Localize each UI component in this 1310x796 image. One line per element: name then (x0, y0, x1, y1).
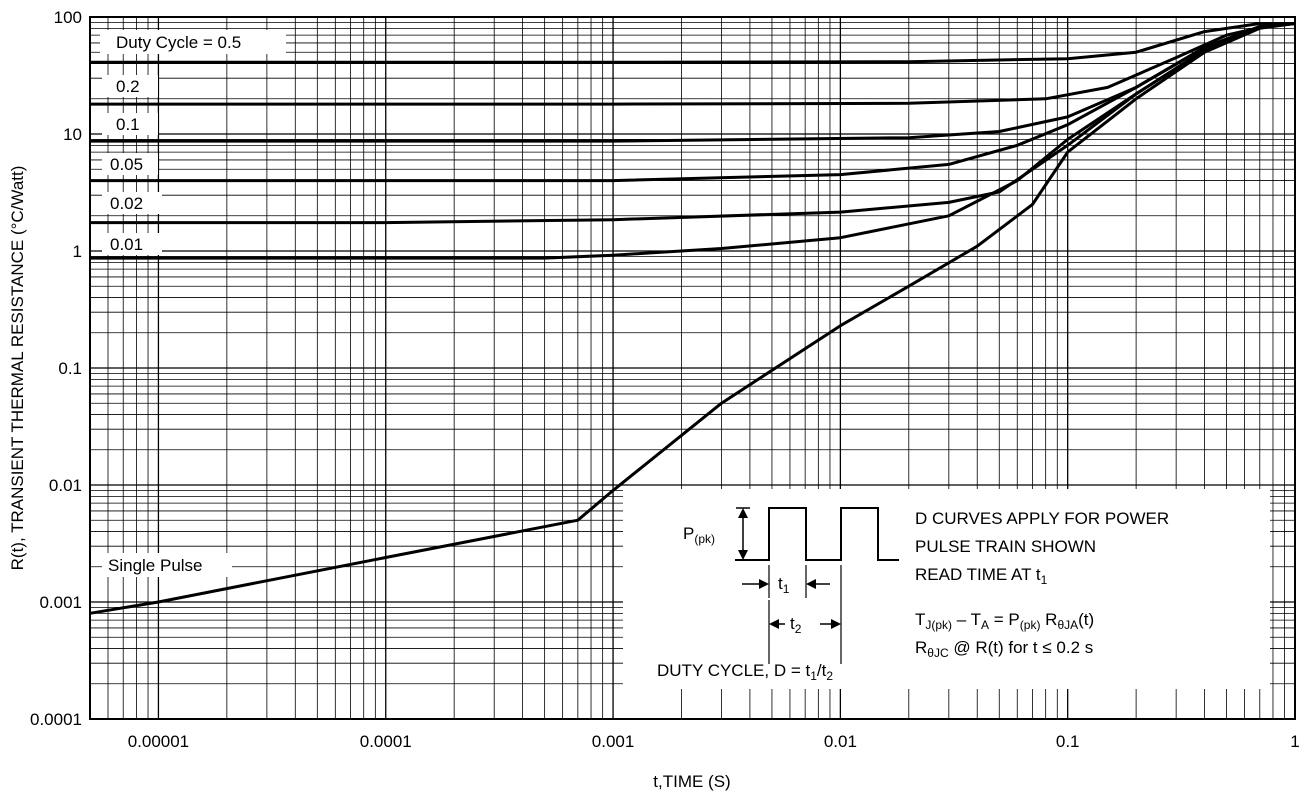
y-tick-label: 10 (63, 125, 82, 144)
x-tick-label: 0.00001 (128, 732, 189, 751)
x-axis-title: t,TIME (S) (653, 772, 730, 791)
duty-cycle-formula: DUTY CYCLE, D = t1/t2 (657, 661, 833, 683)
series-line-single-pulse (89, 22, 1296, 615)
label-box-dc002 (102, 192, 162, 214)
curve-labels: Duty Cycle = 0.5 0.2 0.1 0.05 0.02 0.01 … (100, 30, 286, 577)
t1-arrow-left (759, 579, 769, 589)
y-tick-label: 0.0001 (30, 710, 82, 729)
plot-frame (89, 16, 1296, 720)
t2-label: t2 (790, 614, 802, 636)
x-tick-label: 0.001 (592, 732, 635, 751)
label-box-dc005 (102, 153, 158, 175)
inset-line-2: PULSE TRAIN SHOWN (915, 537, 1096, 556)
x-tick-label: 1 (1290, 732, 1299, 751)
label-box-dc05 (100, 30, 286, 54)
y-tick-label: 0.001 (39, 593, 82, 612)
label-box-dc02 (102, 75, 158, 97)
inset-line-1: D CURVES APPLY FOR POWER (915, 509, 1169, 528)
inset-line-3: READ TIME AT t1 (915, 565, 1048, 587)
label-dc02: 0.2 (116, 77, 140, 96)
x-tick-label: 0.01 (824, 732, 857, 751)
inset-background (623, 489, 1270, 689)
y-tick-label: 0.1 (58, 359, 82, 378)
series-line-0-05 (90, 22, 1296, 183)
t2-arrow-right (831, 619, 841, 629)
y-tick-label: 0.01 (49, 476, 82, 495)
x-tick-label: 0.0001 (360, 732, 412, 751)
t1-label: t1 (778, 574, 790, 596)
label-single: Single Pulse (108, 556, 203, 575)
t2-arrow-left (769, 619, 779, 629)
x-tick-label: 0.1 (1056, 732, 1080, 751)
inset-box: P(pk) t1 t2 DUTY CYCLE, D = t1/t2 D CURV… (623, 489, 1270, 689)
label-box-dc001 (102, 233, 162, 255)
ppk-arrow-up (738, 508, 748, 518)
ppk-label: P(pk) (683, 524, 715, 546)
y-axis-title: R(t), TRANSIENT THERMAL RESISTANCE (°C/W… (8, 166, 27, 571)
pulse-waveform (735, 507, 899, 561)
label-dc002: 0.02 (110, 194, 143, 213)
series-line-0-01 (90, 22, 1296, 260)
label-dc01: 0.1 (116, 115, 140, 134)
ppk-arrow-down (738, 550, 748, 560)
y-tick-label: 1 (73, 242, 82, 261)
label-dc05: Duty Cycle = 0.5 (116, 33, 241, 52)
x-tick-labels: 0.00001 0.0001 0.001 0.01 0.1 1 (128, 732, 1300, 751)
label-box-single (102, 553, 232, 577)
junction-temperature-equation: TJ(pk) – TA = P(pk) RθJA(t) (915, 610, 1094, 632)
label-dc005: 0.05 (110, 155, 143, 174)
curves (89, 22, 1296, 615)
y-tick-label: 100 (54, 8, 82, 27)
t1-arrow-right (806, 579, 816, 589)
rthjc-note: RθJC @ R(t) for t ≤ 0.2 s (915, 638, 1093, 660)
label-dc001: 0.01 (110, 235, 143, 254)
y-tick-labels: 0.0001 0.001 0.01 0.1 1 10 100 (30, 8, 82, 729)
label-box-dc01 (102, 113, 158, 135)
series-line-duty-cycle-0-5 (90, 22, 1295, 64)
